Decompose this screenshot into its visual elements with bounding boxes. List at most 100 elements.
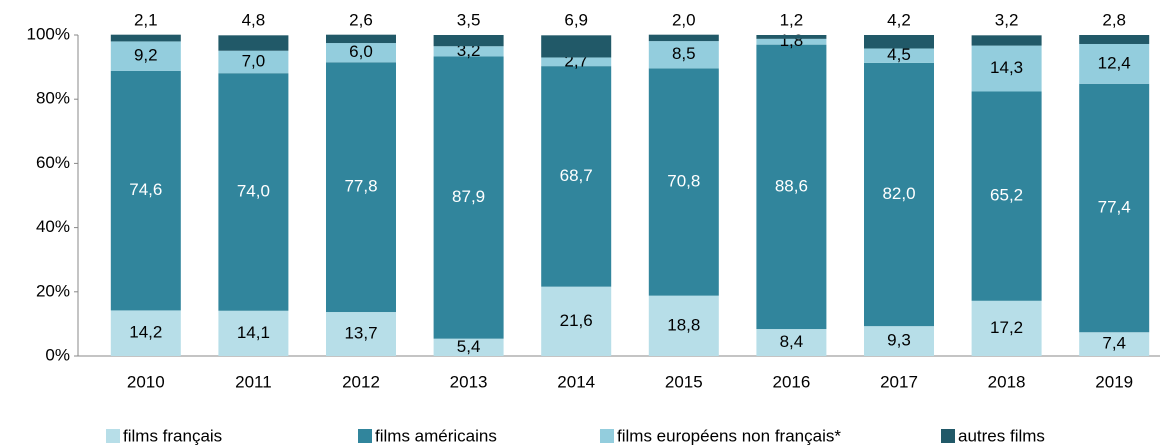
x-tick-label: 2016	[772, 372, 810, 391]
x-tick-label: 2017	[880, 372, 918, 391]
bar-segment	[756, 35, 827, 39]
bar-segment	[110, 310, 181, 356]
bar-segment	[433, 46, 504, 57]
legend-label: films français	[123, 426, 222, 445]
bar-segment	[648, 34, 719, 42]
legend-swatch	[106, 429, 120, 443]
value-label: 18,8	[667, 315, 700, 334]
value-label: 14,3	[990, 58, 1023, 77]
value-label: 3,5	[457, 10, 481, 29]
bar-segment	[218, 35, 289, 51]
value-label: 12,4	[1098, 53, 1131, 72]
legend-swatch	[941, 429, 955, 443]
bar-segment	[433, 56, 504, 339]
bar-segment	[541, 286, 612, 356]
legend-label: films européens non français*	[617, 426, 841, 445]
bar-segment	[971, 35, 1042, 46]
value-label: 9,2	[134, 46, 158, 65]
bar-segment	[110, 41, 181, 71]
x-tick-label: 2015	[665, 372, 703, 391]
bar-segment	[1079, 332, 1150, 356]
bar-segment	[648, 41, 719, 69]
bar-segment	[971, 91, 1042, 301]
value-label: 6,9	[564, 10, 588, 29]
value-label: 14,2	[129, 323, 162, 342]
value-label: 3,2	[995, 10, 1019, 29]
x-tick-label: 2018	[988, 372, 1026, 391]
legend-label: films américains	[375, 426, 497, 445]
y-tick-label: 20%	[36, 281, 70, 300]
bar-segment	[541, 35, 612, 58]
value-label: 13,7	[344, 323, 377, 342]
value-label: 6,0	[349, 42, 373, 61]
bar-segment	[326, 34, 396, 44]
bar-segment	[218, 310, 289, 356]
value-label: 17,2	[990, 318, 1023, 337]
value-label: 1,2	[780, 10, 804, 29]
bar-segment	[541, 57, 612, 67]
bar-segment	[648, 68, 719, 296]
value-label: 82,0	[882, 184, 915, 203]
value-label: 8,5	[672, 44, 696, 63]
bar-segment	[1079, 35, 1150, 44]
bar-segment	[756, 38, 827, 45]
value-label: 9,3	[887, 331, 911, 350]
value-label: 14,1	[237, 323, 270, 342]
y-tick-label: 80%	[36, 89, 70, 108]
bar-segment	[326, 43, 396, 63]
value-label: 4,2	[887, 10, 911, 29]
value-label: 2,6	[349, 10, 373, 29]
bar-segment	[541, 66, 612, 287]
value-label: 77,4	[1098, 198, 1131, 217]
value-label: 2,1	[134, 10, 158, 29]
bar-segment	[864, 62, 934, 327]
value-label: 8,4	[780, 332, 804, 351]
value-label: 70,8	[667, 172, 700, 191]
bar-segment	[326, 312, 396, 356]
legend-swatch	[358, 429, 372, 443]
legend-label: autres films	[958, 426, 1045, 445]
x-tick-label: 2011	[235, 372, 272, 391]
value-label: 2,8	[1102, 10, 1126, 29]
value-label: 4,5	[887, 45, 911, 64]
bar-segment	[433, 35, 504, 47]
bar-segment	[864, 48, 934, 63]
bar-segment	[110, 34, 181, 42]
value-label: 1,8	[780, 31, 804, 50]
value-label: 88,6	[775, 176, 808, 195]
value-label: 74,6	[129, 180, 162, 199]
bar-segment	[218, 73, 289, 311]
bar-segment	[433, 338, 504, 356]
value-label: 2,0	[672, 10, 696, 29]
value-label: 65,2	[990, 186, 1023, 205]
bar-segment	[648, 295, 719, 356]
value-label: 21,6	[560, 311, 593, 330]
value-label: 87,9	[452, 187, 485, 206]
x-tick-label: 2013	[450, 372, 488, 391]
bar-segment	[864, 35, 934, 49]
bar-segment	[756, 44, 827, 330]
value-label: 4,8	[242, 10, 266, 29]
bar-segment	[110, 70, 181, 311]
y-tick-label: 0%	[45, 345, 70, 364]
x-tick-label: 2010	[127, 372, 165, 391]
bar-segment	[756, 329, 827, 356]
value-label: 74,0	[237, 181, 270, 200]
legend-swatch	[600, 429, 614, 443]
value-label: 68,7	[560, 166, 593, 185]
value-label: 7,4	[1102, 334, 1126, 353]
y-tick-label: 40%	[36, 217, 70, 236]
y-tick-label: 60%	[36, 153, 70, 172]
x-tick-label: 2014	[557, 372, 595, 391]
y-tick-label: 100%	[27, 24, 70, 43]
bar-segment	[864, 326, 934, 356]
value-label: 77,8	[344, 177, 377, 196]
bar-segment	[218, 50, 289, 74]
bar-segment	[971, 300, 1042, 356]
value-label: 7,0	[242, 51, 266, 70]
value-label: 5,4	[457, 337, 481, 356]
bar-segment	[1079, 83, 1150, 333]
x-tick-label: 2019	[1095, 372, 1133, 391]
bar-segment	[1079, 43, 1150, 84]
